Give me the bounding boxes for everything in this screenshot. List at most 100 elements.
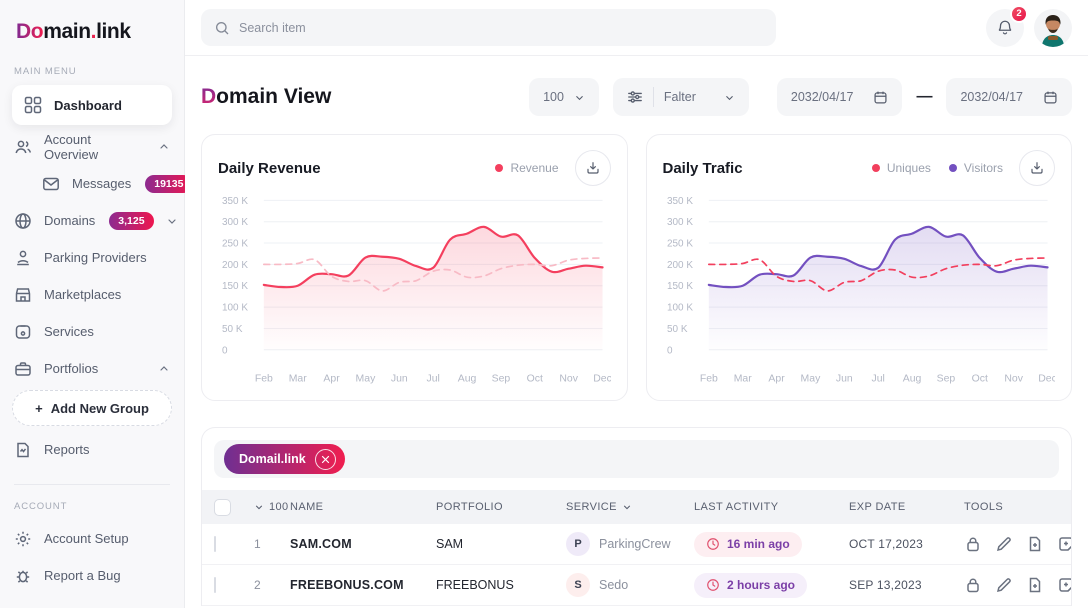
sidebar-item-portfolios[interactable]: Portfolios	[0, 350, 184, 387]
edit-pencil-icon[interactable]	[995, 535, 1013, 553]
charts-row: Daily Revenue Revenue	[201, 134, 1072, 401]
note-add-icon[interactable]	[1057, 576, 1071, 594]
sidebar-item-label: Dashboard	[54, 97, 122, 113]
sidebar-item-reports[interactable]: Reports	[0, 431, 184, 468]
page-header: Domain View 100 Falter	[201, 78, 1072, 116]
brand-logo[interactable]: Domain.link	[0, 14, 184, 64]
svg-text:150 K: 150 K	[222, 281, 248, 292]
chevron-down-icon	[254, 502, 264, 512]
lock-icon[interactable]	[964, 535, 982, 553]
last-activity-badge: 2 hours ago	[694, 572, 808, 598]
row-checkbox[interactable]	[214, 536, 216, 552]
svg-text:Nov: Nov	[559, 374, 578, 385]
date-from-picker[interactable]: 2032/04/17	[776, 78, 903, 116]
chevron-up-icon[interactable]	[158, 141, 170, 153]
remove-filter-button[interactable]	[314, 448, 336, 470]
domain-name[interactable]: SAM.COM	[290, 537, 352, 551]
page-title-rest: omain View	[216, 85, 332, 108]
edit-pencil-icon[interactable]	[995, 576, 1013, 594]
legend-item-visitors: Visitors	[948, 161, 1003, 175]
sidebar-section-account: ACCOUNT	[14, 501, 68, 512]
main-area: 2 Domain View	[185, 0, 1088, 608]
domain-name[interactable]: FREEBONUS.COM	[290, 578, 404, 592]
domains-table-card: Domail.link 100 NAME PO	[201, 427, 1072, 606]
download-icon	[585, 160, 601, 176]
download-chart-button[interactable]	[1019, 150, 1055, 186]
date-from-value: 2032/04/17	[790, 90, 854, 104]
calendar-icon	[873, 90, 888, 105]
avatar-image	[1034, 8, 1072, 47]
svg-text:Oct: Oct	[971, 374, 987, 385]
sidebar-item-parking-providers[interactable]: Parking Providers	[0, 239, 184, 276]
add-new-group-button[interactable]: + Add New Group	[12, 390, 172, 426]
logo-do: Do	[16, 20, 44, 43]
parking-hand-icon	[14, 249, 32, 267]
search-icon	[214, 20, 230, 36]
column-name[interactable]: NAME	[290, 501, 324, 513]
sliders-filter-icon	[627, 89, 643, 105]
lock-icon[interactable]	[964, 576, 982, 594]
page-size-dropdown[interactable]: 100	[529, 78, 599, 116]
chevron-up-icon[interactable]	[158, 363, 170, 375]
chevron-down-icon[interactable]	[166, 215, 178, 227]
chart-legend: Uniques Visitors	[871, 161, 1003, 175]
active-filter-bar: Domail.link	[214, 440, 1059, 478]
svg-text:50 K: 50 K	[666, 324, 687, 335]
file-add-icon[interactable]	[1026, 576, 1044, 594]
filter-tag-domail-link[interactable]: Domail.link	[224, 444, 345, 474]
note-add-icon[interactable]	[1057, 535, 1071, 553]
sidebar-item-account-overview[interactable]: Account Overview	[0, 128, 184, 165]
calendar-icon	[1043, 90, 1058, 105]
sidebar-item-marketplaces[interactable]: Marketplaces	[0, 276, 184, 313]
legend-dot	[871, 164, 880, 172]
svg-text:0: 0	[222, 345, 228, 356]
users-icon	[14, 138, 32, 156]
filter-dropdown[interactable]: Falter	[612, 78, 749, 116]
search-bar[interactable]	[201, 9, 776, 46]
sidebar-item-report-a-bug[interactable]: Report a Bug	[0, 557, 184, 594]
column-count-sort[interactable]: 100	[254, 501, 290, 513]
search-input[interactable]	[239, 20, 763, 35]
sidebar-item-label: Reports	[44, 442, 90, 457]
row-checkbox[interactable]	[214, 577, 216, 593]
legend-dot	[948, 164, 957, 172]
daily-trafic-chart: 350 K 300 K 250 K 200 K 150 K 100 K 50 K 0 Feb Ma…	[666, 196, 1055, 385]
report-document-icon	[14, 441, 32, 459]
row-index: 1	[254, 537, 261, 551]
sidebar-item-account-setup[interactable]: Account Setup	[0, 520, 184, 557]
service-cell: S Sedo	[566, 573, 694, 597]
bell-icon	[996, 19, 1014, 37]
date-to-picker[interactable]: 2032/04/17	[946, 78, 1072, 116]
sidebar-item-dashboard[interactable]: Dashboard	[12, 85, 172, 125]
sidebar-item-domains[interactable]: Domains 3,125	[0, 202, 184, 239]
logo-main: main	[43, 20, 91, 43]
chevron-down-icon	[622, 502, 632, 512]
storefront-icon	[14, 286, 32, 304]
svg-text:Sep: Sep	[936, 374, 955, 385]
column-portfolio[interactable]: PORTFOLIO	[436, 501, 503, 513]
download-chart-button[interactable]	[574, 150, 611, 186]
svg-text:Aug: Aug	[902, 374, 921, 385]
notifications-button[interactable]: 2	[986, 4, 1028, 47]
svg-text:Jul: Jul	[426, 374, 439, 385]
plus-icon: +	[35, 400, 43, 416]
file-add-icon[interactable]	[1026, 535, 1044, 553]
svg-text:150 K: 150 K	[666, 281, 692, 292]
column-exp-date[interactable]: EXP DATE	[849, 501, 906, 513]
column-service[interactable]: SERVICE	[566, 501, 694, 513]
row-index: 2	[254, 578, 261, 592]
svg-text:Jul: Jul	[871, 374, 884, 385]
sidebar-item-services[interactable]: Services	[0, 313, 184, 350]
table-row: 1 SAM.COM SAM P ParkingCrew 16 min ago	[202, 524, 1071, 565]
chart-legend: Revenue	[495, 161, 559, 175]
sidebar-item-messages[interactable]: Messages 19135	[0, 165, 193, 202]
select-all-checkbox[interactable]	[214, 498, 231, 516]
user-avatar[interactable]	[1034, 8, 1072, 47]
svg-text:Nov: Nov	[1004, 374, 1023, 385]
chart-title: Daily Revenue	[218, 159, 321, 177]
sidebar: Domain.link MAIN MENU Dashboard Account …	[0, 0, 193, 608]
column-last-activity[interactable]: LAST ACTIVITY	[694, 501, 779, 513]
svg-text:350 K: 350 K	[666, 196, 692, 207]
sidebar-item-label: Services	[44, 324, 94, 339]
